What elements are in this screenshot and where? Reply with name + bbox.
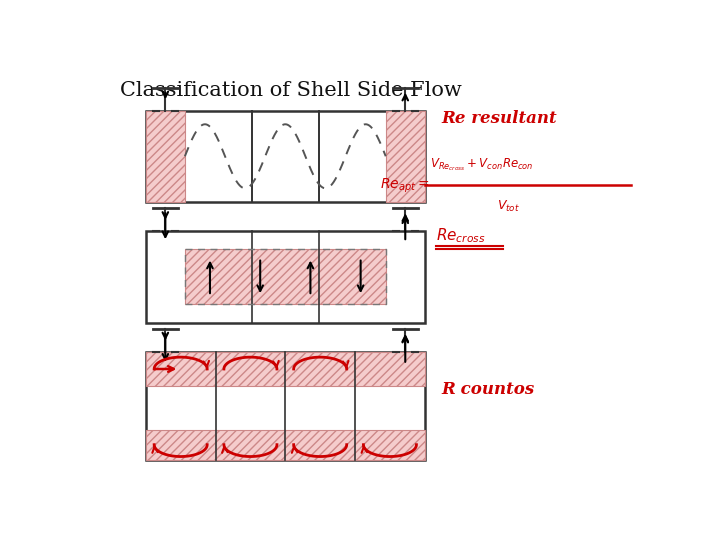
Bar bbox=[145, 429, 425, 460]
Text: $Re_{cross}$: $Re_{cross}$ bbox=[436, 226, 485, 245]
Text: $V_{tot}$: $V_{tot}$ bbox=[498, 199, 521, 214]
Text: $Re_{apt}=$: $Re_{apt}=$ bbox=[380, 176, 430, 194]
Text: Re resultant: Re resultant bbox=[441, 110, 557, 127]
Text: R countos: R countos bbox=[441, 381, 535, 397]
Bar bbox=[386, 111, 425, 202]
Bar bbox=[145, 111, 185, 202]
Text: $V_{Re_{cross}}+V_{con}Re_{con}$: $V_{Re_{cross}}+V_{con}Re_{con}$ bbox=[431, 156, 534, 173]
Bar bbox=[145, 352, 425, 460]
Text: Classification of Shell Side Flow: Classification of Shell Side Flow bbox=[120, 82, 462, 100]
Bar bbox=[145, 352, 425, 386]
Bar bbox=[145, 231, 425, 322]
Bar bbox=[145, 111, 425, 202]
Bar bbox=[185, 249, 386, 305]
